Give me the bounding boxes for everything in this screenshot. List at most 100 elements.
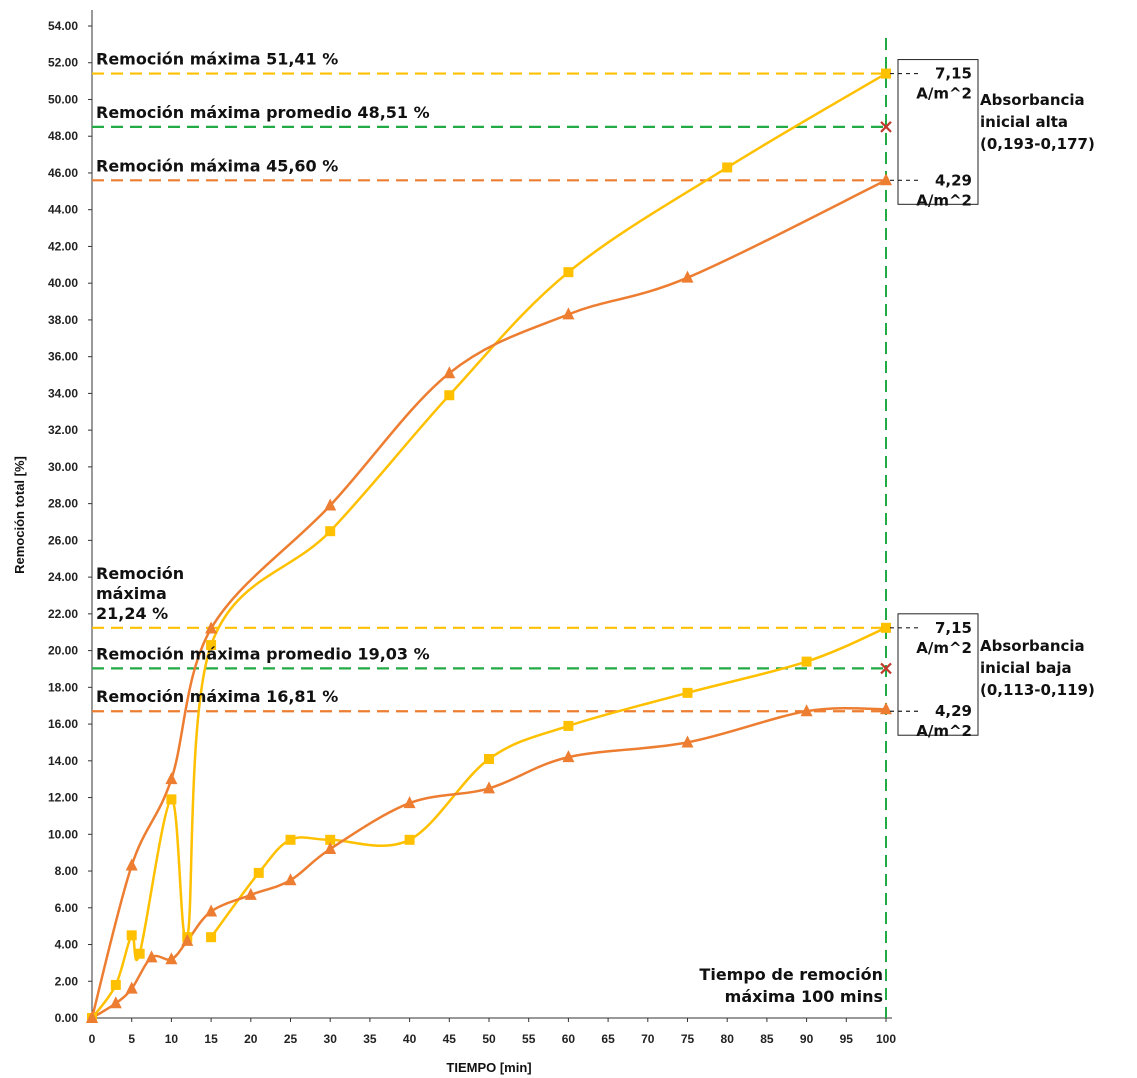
y-axis-title: Remoción total [%] bbox=[12, 456, 27, 574]
series-line bbox=[90, 72, 887, 1019]
data-point-triangle bbox=[880, 173, 892, 186]
data-point-triangle bbox=[324, 841, 337, 854]
y-tick-label: 50.00 bbox=[48, 92, 78, 106]
data-point-square bbox=[563, 267, 574, 278]
reference-line-label: 21,24 % bbox=[96, 604, 168, 623]
x-tick-label: 0 bbox=[89, 1032, 96, 1046]
data-point-square bbox=[881, 622, 891, 633]
x-tick-label: 60 bbox=[562, 1032, 576, 1046]
y-tick-label: 18.00 bbox=[48, 680, 78, 694]
data-point-triangle bbox=[681, 735, 694, 748]
reference-line-label: Remoción máxima 16,81 % bbox=[96, 687, 338, 706]
y-tick-label: 8.00 bbox=[55, 864, 79, 878]
data-point-square bbox=[484, 753, 494, 764]
absorbance-group-label: Absorbancia bbox=[980, 91, 1085, 109]
x-tick-label: 65 bbox=[601, 1032, 615, 1046]
data-point-square bbox=[126, 930, 137, 941]
annotations: Remoción máxima 51,41 % Remoción máxima p… bbox=[96, 50, 1095, 1006]
series-line bbox=[210, 626, 887, 938]
data-point-triangle bbox=[86, 1011, 98, 1023]
x-tick-label: 30 bbox=[324, 1032, 338, 1046]
reference-line-label: máxima bbox=[96, 584, 167, 603]
data-point-triangle bbox=[145, 950, 158, 963]
current-density-label: A/m^2 bbox=[916, 722, 972, 740]
max-time-label: Tiempo de remoción bbox=[699, 965, 883, 984]
current-density-label: A/m^2 bbox=[916, 85, 972, 103]
x-tick-label: 5 bbox=[128, 1032, 135, 1046]
x-axis-title: TIEMPO [min] bbox=[446, 1060, 531, 1075]
reference-line-label: Remoción máxima promedio 48,51 % bbox=[96, 103, 430, 122]
data-point-triangle bbox=[284, 873, 297, 886]
data-point-square bbox=[253, 867, 264, 878]
y-tick-label: 42.00 bbox=[48, 239, 78, 253]
x-tick-label: 25 bbox=[284, 1032, 298, 1046]
tick-labels: 0.00 2.00 4.00 6.00 8.00 10.00 12.00 14.00 16.00… bbox=[48, 19, 896, 1046]
y-tick-label: 6.00 bbox=[55, 901, 79, 915]
x-tick-label: 75 bbox=[681, 1032, 695, 1046]
data-point-square bbox=[563, 720, 574, 731]
data-point-triangle bbox=[165, 952, 178, 965]
x-tick-label: 10 bbox=[165, 1032, 179, 1046]
data-point-triangle bbox=[403, 796, 416, 809]
data-point-triangle bbox=[125, 981, 138, 994]
y-tick-label: 22.00 bbox=[48, 607, 78, 621]
data-point-square bbox=[444, 390, 455, 401]
x-tick-label: 90 bbox=[800, 1032, 814, 1046]
y-tick-label: 28.00 bbox=[48, 497, 78, 511]
x-tick-label: 35 bbox=[363, 1032, 377, 1046]
y-tick-label: 44.00 bbox=[48, 203, 78, 217]
data-point-triangle bbox=[109, 996, 122, 1009]
data-point-triangle bbox=[165, 772, 178, 785]
data-point-triangle bbox=[181, 933, 194, 946]
reference-line-label: Remoción máxima 51,41 % bbox=[96, 50, 338, 69]
y-tick-label: 48.00 bbox=[48, 129, 78, 143]
y-tick-label: 24.00 bbox=[48, 570, 78, 584]
series-line bbox=[90, 179, 887, 1019]
x-tick-label: 50 bbox=[482, 1032, 496, 1046]
reference-line-label: Remoción máxima promedio 19,03 % bbox=[96, 644, 430, 663]
data-point-triangle bbox=[681, 270, 694, 283]
x-tick-label: 70 bbox=[641, 1032, 655, 1046]
current-density-label: 4,29 bbox=[935, 171, 972, 189]
y-tick-label: 34.00 bbox=[48, 386, 78, 400]
reference-line-label: Remoción máxima 45,60 % bbox=[96, 156, 338, 175]
data-point-triangle bbox=[205, 904, 218, 917]
data-point-square bbox=[325, 834, 336, 845]
data-point-square bbox=[682, 687, 693, 698]
reference-lines bbox=[92, 38, 887, 1018]
x-tick-label: 20 bbox=[244, 1032, 258, 1046]
x-tick-label: 55 bbox=[522, 1032, 536, 1046]
y-tick-label: 4.00 bbox=[55, 938, 79, 952]
data-point-square bbox=[206, 640, 217, 651]
y-tick-label: 20.00 bbox=[48, 644, 78, 658]
data-point-triangle bbox=[800, 704, 813, 717]
reference-line-label: Remoción bbox=[96, 564, 184, 583]
series-lines bbox=[90, 72, 887, 1020]
data-point-triangle bbox=[324, 498, 337, 511]
average-marker-stroke bbox=[880, 121, 892, 133]
data-point-square bbox=[134, 948, 145, 959]
current-density-label: A/m^2 bbox=[916, 639, 972, 657]
y-tick-label: 12.00 bbox=[48, 791, 78, 805]
x-tick-label: 85 bbox=[760, 1032, 774, 1046]
current-density-label: 4,29 bbox=[935, 702, 972, 720]
y-tick-label: 36.00 bbox=[48, 350, 78, 364]
absorbance-group-label: (0,193-0,177) bbox=[980, 135, 1095, 153]
series-markers bbox=[86, 68, 892, 1023]
absorbance-group-label: (0,113-0,119) bbox=[980, 681, 1095, 699]
data-point-square bbox=[206, 932, 217, 943]
x-tick-label: 40 bbox=[403, 1032, 417, 1046]
axes bbox=[91, 10, 892, 1019]
data-point-square bbox=[404, 834, 415, 845]
data-point-square bbox=[166, 794, 177, 805]
x-tick-label: 95 bbox=[840, 1032, 854, 1046]
y-tick-label: 32.00 bbox=[48, 423, 78, 437]
y-tick-label: 54.00 bbox=[48, 19, 78, 33]
data-point-triangle bbox=[244, 887, 257, 900]
current-density-label: 7,15 bbox=[935, 65, 972, 83]
y-tick-label: 52.00 bbox=[48, 56, 78, 70]
data-point-square bbox=[881, 68, 891, 79]
x-tick-label: 100 bbox=[876, 1032, 896, 1046]
